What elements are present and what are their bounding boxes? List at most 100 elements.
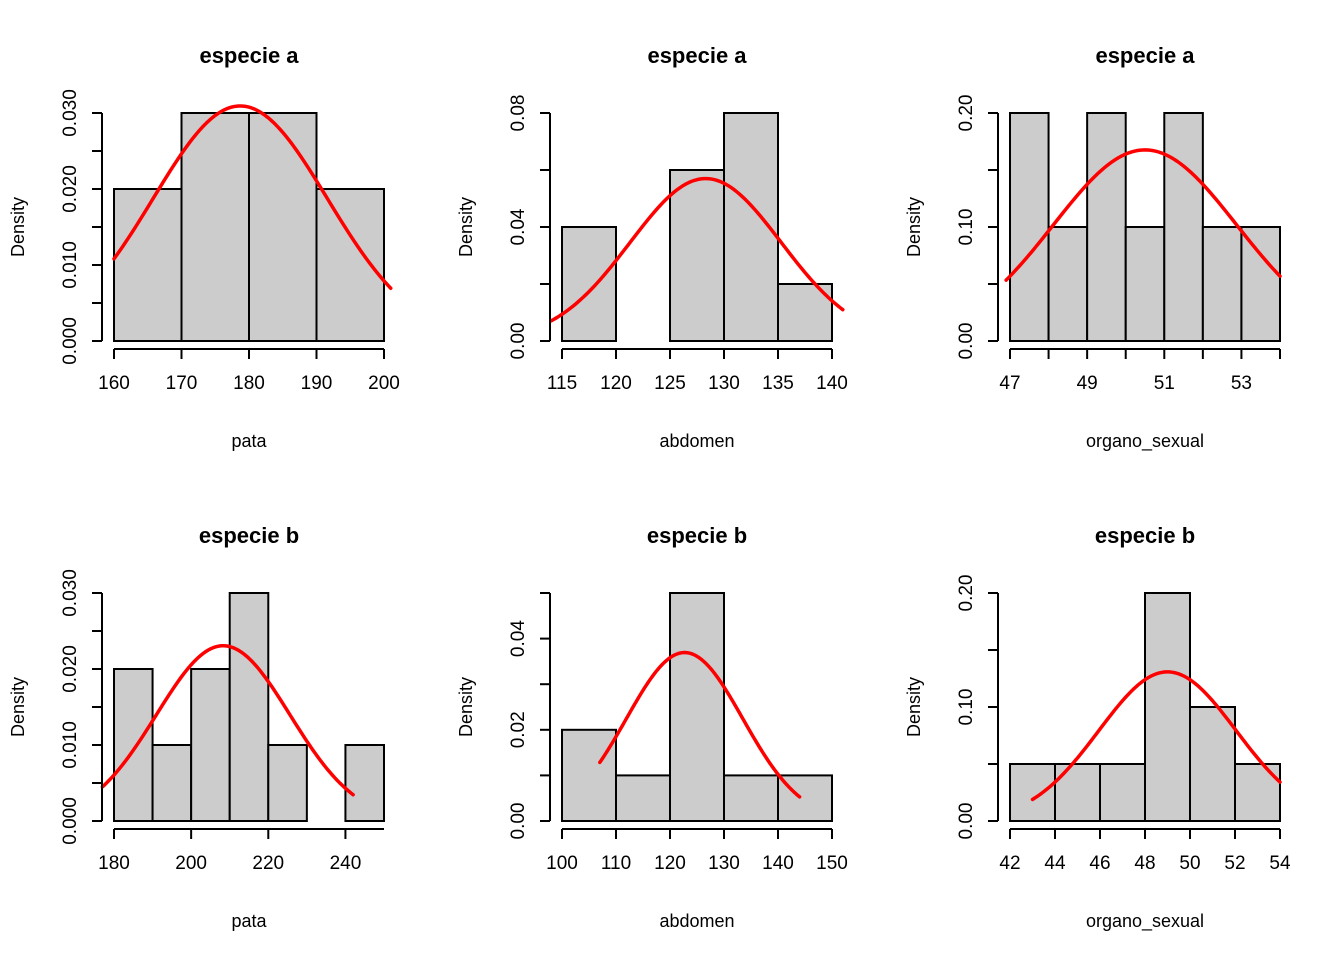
y-axis: 0.000 0.010 0.020 0.030: [60, 89, 103, 365]
normal-density-curve: [549, 176, 845, 323]
histogram-bar: [1009, 763, 1056, 822]
histogram-bar: [315, 188, 385, 342]
x-axis: 47 49 51 53: [999, 348, 1281, 394]
x-tick-label: 170: [166, 373, 198, 394]
x-axis-label: organo_sexual: [1086, 911, 1204, 932]
x-axis-label: abdomen: [659, 911, 734, 931]
x-tick-label: 54: [1269, 853, 1291, 874]
histogram-bar: [190, 668, 231, 822]
histogram-bar: [669, 169, 725, 342]
y-tick-label: 0.00: [956, 323, 977, 360]
y-axis-label: Density: [456, 677, 476, 737]
x-tick-label: 51: [1154, 373, 1175, 394]
x-tick-label: 180: [98, 853, 130, 874]
panel-title: especie b: [1095, 523, 1195, 548]
x-tick-label: 44: [1044, 853, 1066, 874]
histogram-bar: [1144, 592, 1191, 822]
normal-density-curve: [100, 644, 355, 797]
x-tick-label: 140: [762, 853, 794, 874]
y-axis: 0.00 0.04 0.08: [508, 95, 551, 359]
y-tick-label: 0.00: [508, 803, 529, 840]
x-tick-label: 200: [368, 373, 400, 394]
x-axis: 100 110 120 130 140 150: [546, 828, 848, 874]
histogram-bar: [1009, 112, 1050, 342]
histogram-bar: [561, 226, 617, 342]
histogram-bar: [113, 668, 154, 822]
x-tick-label: 190: [301, 373, 333, 394]
y-axis-label: Density: [8, 197, 28, 257]
x-tick-label: 130: [708, 373, 740, 394]
panel-4: especie b 180 200 220 240 pata 0.000 0.010 0.020…: [8, 523, 385, 931]
x-tick-label: 46: [1089, 853, 1110, 874]
histogram-bar: [1099, 763, 1146, 822]
y-tick-label: 0.000: [60, 317, 81, 365]
y-axis: 0.00 0.10 0.20: [956, 575, 999, 840]
y-tick-label: 0.010: [60, 721, 81, 769]
y-tick-label: 0.10: [956, 209, 977, 246]
y-tick-label: 0.04: [508, 620, 529, 657]
histogram-bar: [151, 744, 193, 822]
histogram-bar: [248, 112, 318, 342]
y-axis: 0.000 0.010 0.020 0.030: [60, 569, 103, 845]
y-tick-label: 0.00: [956, 803, 977, 840]
y-axis: 0.00 0.10 0.20: [956, 95, 999, 360]
x-tick-label: 220: [252, 853, 284, 874]
y-tick-label: 0.02: [508, 711, 529, 748]
panel-title: especie a: [199, 43, 299, 68]
panel-6: especie b 42 44 46 48 50 52 54 organo_sexual 0.00…: [904, 523, 1291, 932]
x-tick-label: 115: [547, 373, 577, 394]
y-tick-label: 0.08: [508, 95, 529, 132]
x-axis-label: pata: [231, 911, 267, 931]
x-axis: 115 120 125 130 135 140: [547, 348, 848, 394]
histogram-bar: [180, 112, 250, 342]
x-axis: 42 44 46 48 50 52 54: [999, 828, 1291, 874]
x-axis: 180 200 220 240: [98, 828, 384, 874]
histogram-bar: [1189, 706, 1236, 822]
x-tick-label: 160: [98, 373, 130, 394]
x-tick-label: 50: [1179, 853, 1200, 874]
histogram-bar: [113, 188, 183, 342]
y-tick-label: 0.010: [60, 241, 81, 289]
normal-density-curve: [112, 104, 393, 290]
x-axis-label: organo_sexual: [1086, 431, 1204, 452]
histogram-bar: [615, 774, 671, 823]
x-tick-label: 52: [1224, 853, 1245, 874]
x-tick-label: 150: [816, 853, 848, 874]
x-tick-label: 120: [654, 853, 686, 874]
x-tick-label: 53: [1231, 373, 1252, 394]
x-axis-label: abdomen: [659, 431, 734, 451]
y-tick-label: 0.030: [60, 89, 81, 137]
histogram-bar: [1201, 226, 1243, 342]
histogram-bar: [1163, 112, 1204, 342]
y-tick-label: 0.030: [60, 569, 81, 617]
x-tick-label: 125: [654, 373, 686, 394]
x-tick-label: 120: [600, 373, 632, 394]
normal-density-curve: [1030, 670, 1282, 802]
histogram-bar: [1240, 226, 1282, 342]
y-axis-label: Density: [904, 677, 924, 737]
x-tick-label: 100: [546, 853, 578, 874]
x-tick-label: 47: [999, 373, 1020, 394]
panel-5: especie b 100 110 120 130 140 150 abdomen 0.00 0.…: [456, 523, 848, 931]
y-tick-label: 0.20: [956, 575, 977, 612]
panel-title: especie b: [199, 523, 299, 548]
histogram-bar: [1054, 763, 1101, 822]
x-tick-label: 240: [330, 853, 362, 874]
y-tick-label: 0.020: [60, 165, 81, 213]
panel-title: especie a: [1095, 43, 1195, 68]
histogram-bar: [1234, 763, 1281, 822]
normal-density-curve: [1004, 148, 1282, 282]
y-axis-label: Density: [8, 677, 28, 737]
x-tick-label: 130: [708, 853, 740, 874]
y-tick-label: 0.020: [60, 645, 81, 693]
histogram-bar: [267, 744, 308, 822]
panel-title: especie b: [647, 523, 747, 548]
x-tick-label: 42: [999, 853, 1020, 874]
x-axis: 160 170 180 190 200: [98, 348, 400, 394]
histogram-bar: [723, 774, 779, 823]
x-tick-label: 110: [601, 853, 631, 874]
histogram-bar: [344, 744, 385, 822]
y-tick-label: 0.10: [956, 689, 977, 726]
